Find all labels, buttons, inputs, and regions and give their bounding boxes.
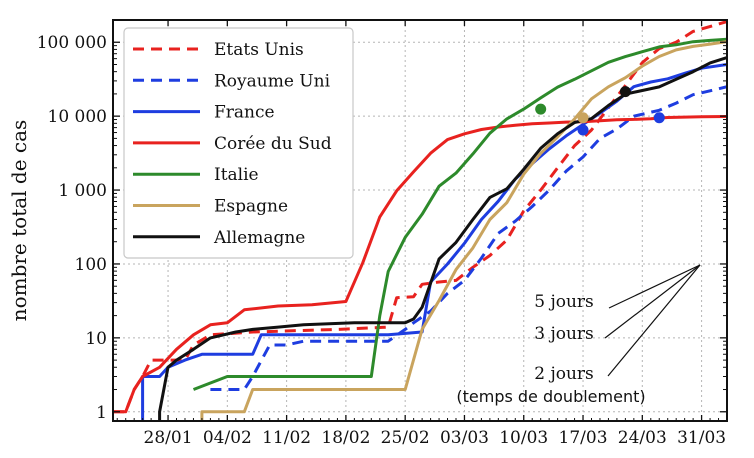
- x-tick-label: 04/02: [203, 428, 252, 448]
- annotation-doubling-caption: (temps de doublement): [456, 387, 645, 406]
- x-tick-label: 17/03: [559, 428, 608, 448]
- series-line-france: [141, 63, 727, 421]
- y-tick-label: 100: [75, 255, 107, 275]
- doubling-annotation: 5 jours 3 jours 2 jours (temps de doublemen…: [456, 264, 701, 406]
- annotation-doubling-5: 5 jours: [534, 292, 594, 312]
- y-tick-label: 10 000: [48, 107, 107, 127]
- series-marker: [619, 86, 631, 98]
- doubling-guide-line: [604, 264, 701, 339]
- legend-label: France: [214, 103, 275, 123]
- series-line-etats-unis: [113, 20, 727, 414]
- axis-ticks: 28/01 04/02 11/02 18/02 25/02 03/03 10/03 17/03…: [37, 19, 728, 448]
- x-tick-label: 11/02: [262, 428, 311, 448]
- y-tick-label: 1: [96, 403, 107, 423]
- series-marker: [653, 112, 665, 124]
- series-marker: [577, 124, 589, 136]
- series-line-corée-du-sud: [113, 115, 727, 414]
- x-tick-label: 31/03: [677, 428, 726, 448]
- doubling-guide-line: [608, 264, 701, 309]
- legend-label: Royaume Uni: [214, 71, 331, 91]
- x-tick-label: 28/01: [144, 428, 193, 448]
- x-tick-label: 24/03: [618, 428, 667, 448]
- series-marker: [577, 112, 589, 124]
- plot-frame: [112, 19, 728, 422]
- legend-label: Italie: [214, 165, 259, 185]
- x-tick-label: 03/03: [440, 428, 489, 448]
- y-tick-label: 1 000: [58, 181, 107, 201]
- y-tick-label: 10: [85, 329, 107, 349]
- doubling-guide-line: [607, 264, 701, 377]
- y-tick-label: 100 000: [37, 33, 107, 53]
- legend-label: Espagne: [214, 197, 288, 217]
- series-lines: [113, 20, 727, 421]
- legend-label: Etats Unis: [214, 40, 304, 60]
- series-line-allemagne: [158, 56, 727, 421]
- legend: Etats Unis Royaume Uni France Corée du Sud I…: [123, 27, 354, 259]
- y-axis-label: nombre total de cas: [7, 120, 31, 322]
- series-marker: [535, 103, 547, 115]
- legend-box: [123, 27, 354, 259]
- series-markers: [535, 86, 665, 136]
- series-line-espagne: [200, 40, 727, 421]
- x-tick-label: 25/02: [381, 428, 430, 448]
- legend-label: Corée du Sud: [214, 134, 332, 154]
- series-line-italie: [192, 37, 727, 391]
- legend-label: Allemagne: [213, 228, 305, 248]
- x-tick-label: 18/02: [321, 428, 370, 448]
- annotation-doubling-2: 2 jours: [534, 364, 594, 384]
- x-tick-label: 10/03: [499, 428, 548, 448]
- annotation-doubling-3: 3 jours: [534, 324, 594, 344]
